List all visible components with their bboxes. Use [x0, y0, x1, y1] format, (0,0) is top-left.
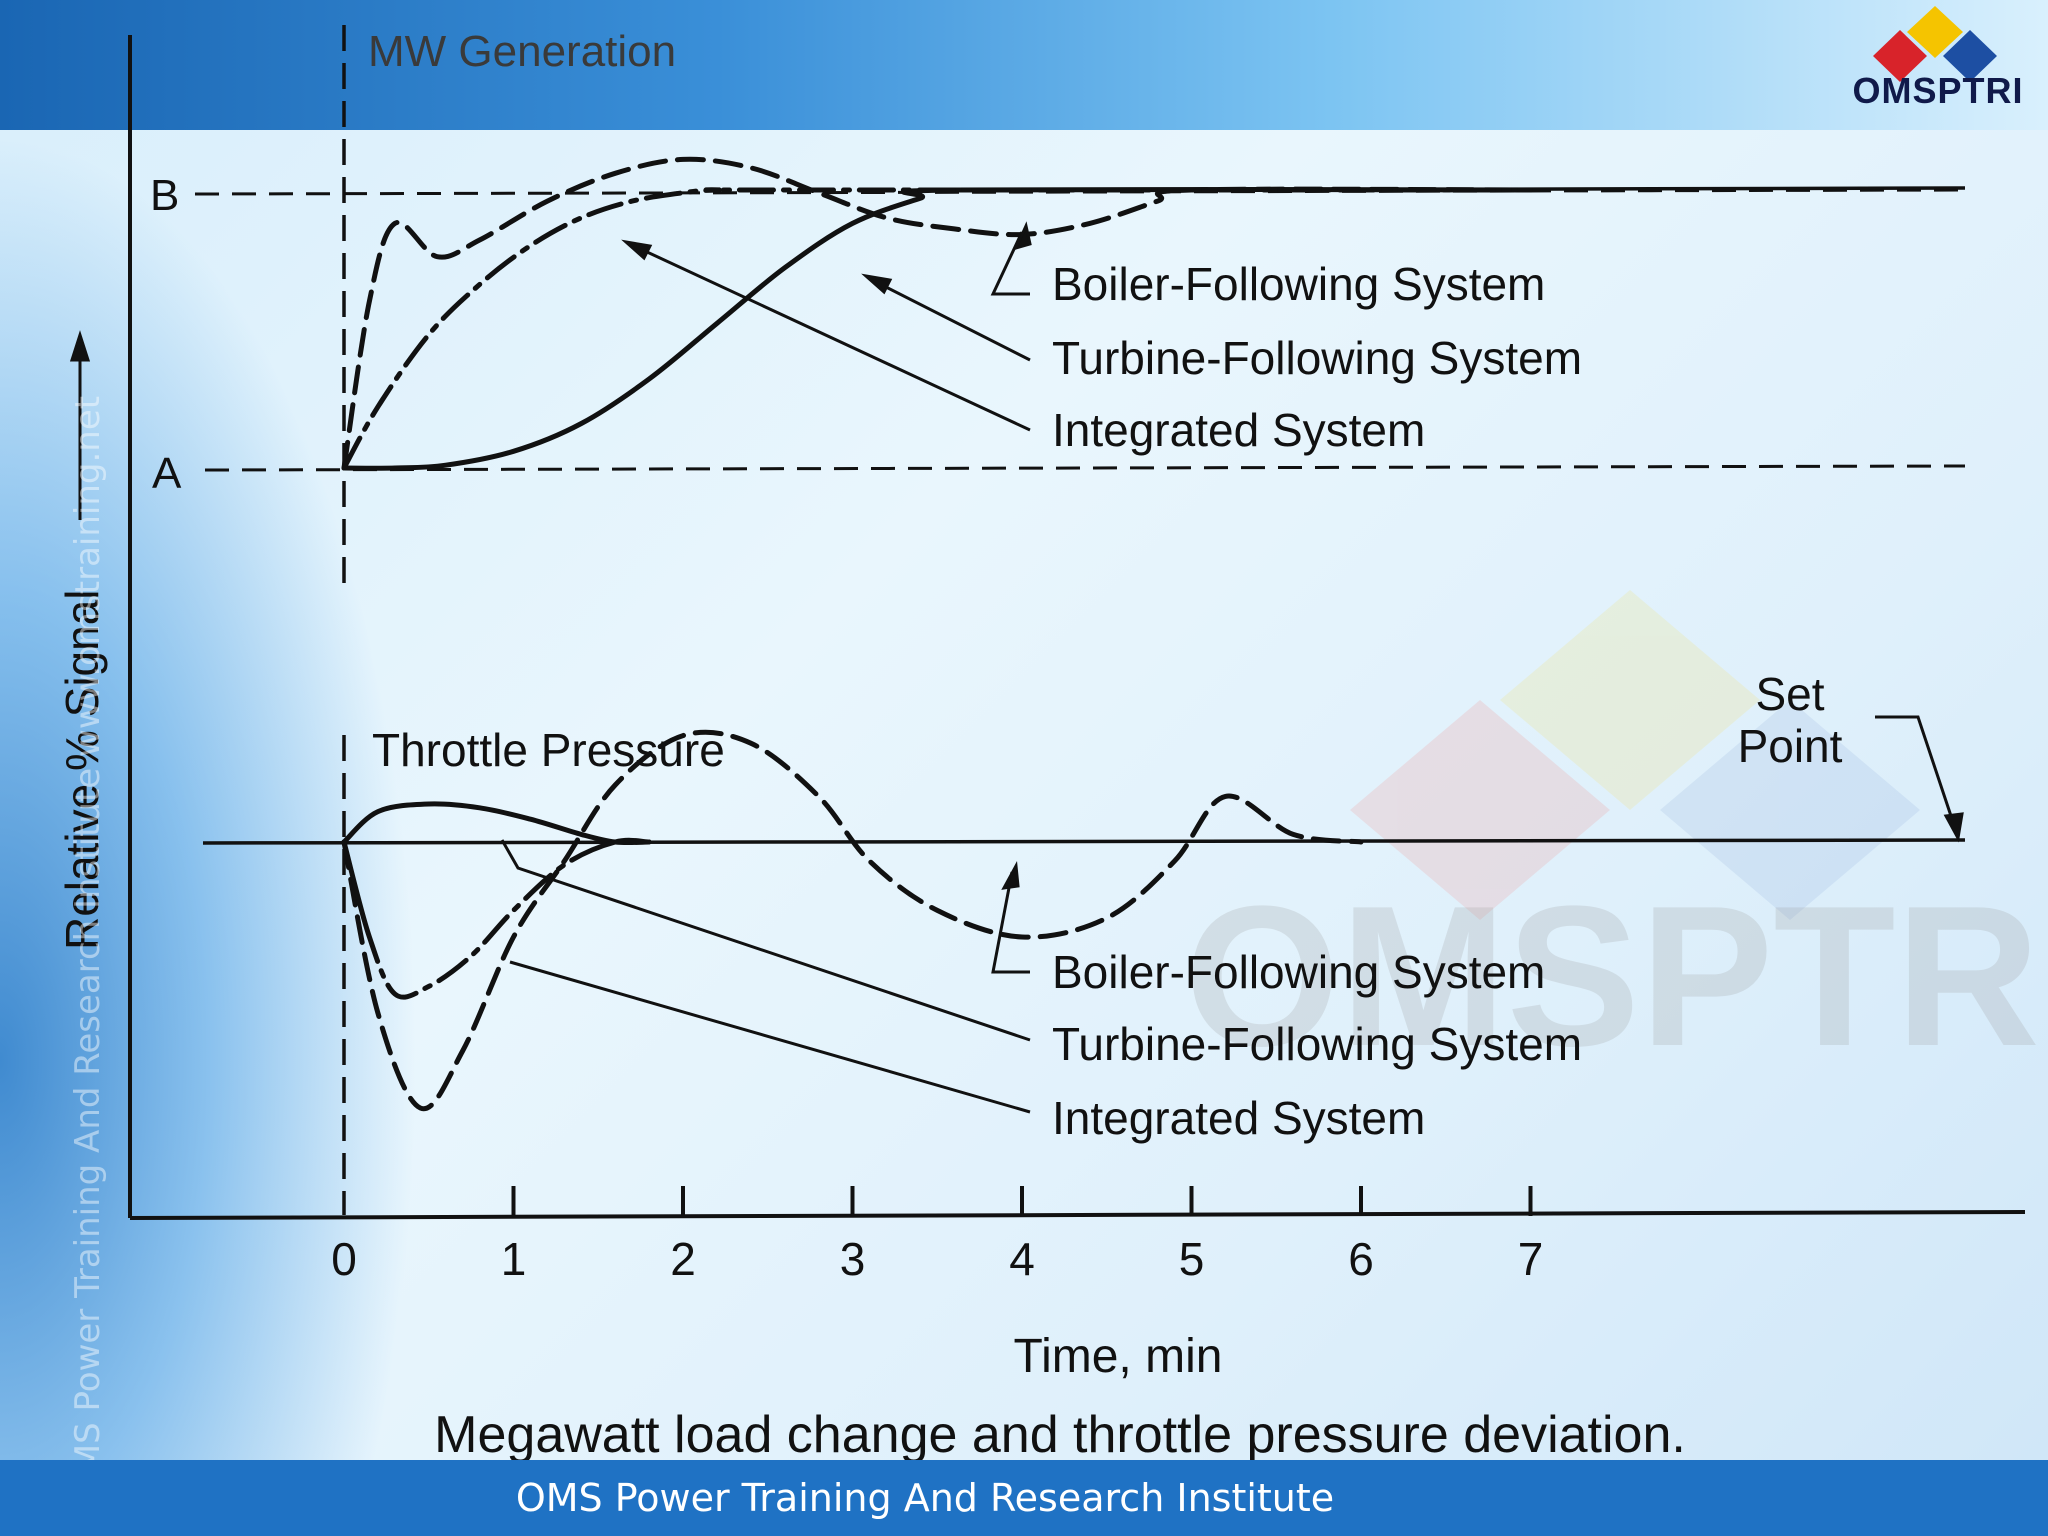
mw-boiler-following-systemline — [341, 156, 1533, 471]
omsptri-logo — [1873, 6, 1997, 82]
tp-leaders — [500, 839, 1031, 1114]
tp-turbine-following-systemline — [341, 801, 652, 846]
x-tick-label-0: 0 — [331, 1233, 357, 1285]
setpoint-label-line1: Set — [1755, 668, 1824, 720]
mw-panel-title: MW Generation — [368, 27, 676, 76]
watermark-text: OMSPTRI — [1184, 865, 2048, 1088]
tp-legend-boiler: Boiler-Following System — [1052, 946, 1545, 998]
setpoint-arrow — [1875, 715, 1964, 843]
x-tick-label-3: 3 — [840, 1233, 866, 1285]
mw-series-group — [341, 156, 1533, 471]
background-swoosh — [0, 130, 420, 1460]
tp-series-group — [341, 729, 1364, 1112]
tp-legend-turbine: Turbine-Following System — [1052, 1018, 1582, 1070]
chart-caption: Megawatt load change and throttle pressu… — [434, 1406, 1686, 1464]
level-a-line — [204, 464, 1966, 472]
mw-leaders — [621, 221, 1032, 432]
level-a-label: A — [152, 449, 182, 498]
logo-blue-diamond — [1943, 30, 1997, 82]
x-axis — [129, 1210, 2026, 1220]
x-tick-label-4: 4 — [1009, 1233, 1035, 1285]
mw-legend-turbine: Turbine-Following System — [1052, 332, 1582, 384]
setpoint-line — [202, 838, 1966, 845]
x-tick-label-1: 1 — [501, 1233, 527, 1285]
tp-panel-title: Throttle Pressure — [372, 724, 725, 776]
background-watermark — [1350, 590, 1920, 920]
tp-legend-integrated: Integrated System — [1052, 1092, 1425, 1144]
x-ticks-group: 0 1 2 3 4 5 6 7 — [331, 1186, 1543, 1285]
logo-yellow-diamond — [1907, 6, 1963, 58]
mw-legend-integrated: Integrated System — [1052, 404, 1425, 456]
x-tick-label-2: 2 — [670, 1233, 696, 1285]
x-tick-label-7: 7 — [1518, 1233, 1544, 1285]
x-axis-title: Time, min — [1014, 1330, 1223, 1383]
logo-red-diamond — [1873, 30, 1927, 82]
x-tick-label-5: 5 — [1179, 1233, 1205, 1285]
header-band — [0, 0, 2048, 130]
mw-integrated-systemline — [341, 187, 1533, 471]
tp-integrated-systemline — [341, 837, 652, 1000]
footer-text: OMS Power Training And Research Institut… — [515, 1476, 1335, 1520]
side-watermark: OMS Power Training And Research Institut… — [68, 395, 108, 1500]
footer-band — [0, 1460, 2048, 1536]
logo-text: OMSPTRI — [1852, 70, 2024, 111]
tp-boiler-following-systemline — [341, 729, 1364, 1112]
y-axis-arrow — [69, 330, 91, 520]
setpoint-label-line2: Point — [1738, 720, 1843, 772]
mw-legend-boiler: Boiler-Following System — [1052, 258, 1545, 310]
y-axis-label: Relative % Signal — [56, 589, 108, 950]
x-tick-label-6: 6 — [1348, 1233, 1374, 1285]
level-b-label: B — [150, 171, 179, 220]
